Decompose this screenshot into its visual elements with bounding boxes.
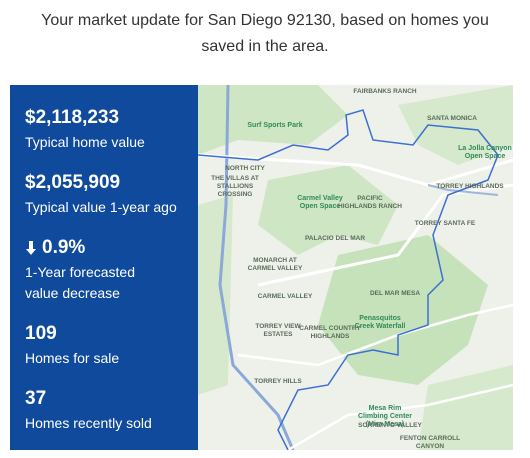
stat: 109 Homes for sale <box>25 321 183 369</box>
stat: 37 Homes recently sold <box>25 386 183 434</box>
intro-text: Your market update for San Diego 92130, … <box>41 12 489 55</box>
map-label: Surf Sports Park <box>247 122 302 129</box>
stat-label: Typical home value <box>25 134 145 150</box>
map-park <box>258 165 398 255</box>
map-labels: Fairbanks Ranch Santa Monica Surf Sports P… <box>211 88 512 450</box>
map-label: Del Mar Mesa <box>370 290 420 297</box>
down-arrow-icon <box>26 241 36 255</box>
stat-label: 1-Year forecasted value decrease <box>25 264 135 301</box>
map-park <box>398 85 513 165</box>
map-park <box>418 365 513 450</box>
map-label: Santa Monica <box>427 115 477 122</box>
map-label: Carmel Country Highlands <box>299 325 361 340</box>
map-park <box>198 85 348 155</box>
stat-value: 109 <box>25 323 57 344</box>
map-highway <box>427 184 499 196</box>
stats-panel: $2,118,233 Typical home value $2,055,909… <box>10 85 198 450</box>
map-label: Carmel Valley <box>258 293 313 300</box>
map-label: La Jolla Canyon Open Space <box>458 145 512 160</box>
map-label: Pacific Highlands Ranch <box>338 195 402 210</box>
map-label: Monarch at Carmel Valley <box>248 257 303 272</box>
stat: $2,055,909 Typical value 1-year ago <box>25 170 183 218</box>
stat: $2,118,233 Typical home value <box>25 105 183 153</box>
stat-value: 37 <box>25 388 47 409</box>
map-label: North City <box>225 165 265 172</box>
stat-value: $2,118,233 <box>25 107 120 128</box>
map-label: Palacio Del Mar <box>305 235 365 242</box>
map-label: Torrey View Estates <box>255 323 301 338</box>
map-label: Torrey Highlands <box>436 183 504 190</box>
map-label: Torrey Santa Fe <box>415 220 476 227</box>
stat-label: Homes for sale <box>25 350 120 366</box>
map-label: Penasquitos Creek Waterfall <box>355 315 406 330</box>
zip-boundary <box>198 109 499 450</box>
map-road <box>198 153 513 187</box>
map-label: Torrey Hills <box>254 378 302 385</box>
stat-value: $2,055,909 <box>25 172 121 193</box>
map-highway <box>218 85 295 450</box>
map-label: Fairbanks Ranch <box>353 88 417 95</box>
stat-value-row: 0.9% <box>25 235 183 261</box>
map-park <box>318 235 488 385</box>
stat-label: Homes recently sold <box>25 415 152 431</box>
stat-value: 0.9% <box>42 237 86 258</box>
stat-label: Typical value 1-year ago <box>25 199 177 215</box>
map-label: Sorrento Valley <box>358 422 422 429</box>
map-label: The Villas at Stallions Crossing <box>211 175 259 198</box>
stat: 0.9% 1-Year forecasted value decrease <box>25 235 183 304</box>
map-park <box>198 195 233 395</box>
map: Fairbanks Ranch Santa Monica Surf Sports P… <box>198 85 513 450</box>
map-label: Fenton Carroll Canyon <box>400 435 460 450</box>
map-label: Mesa Rim Climbing Center (Mira Mesa) <box>358 405 412 428</box>
map-road <box>287 383 513 450</box>
map-label: Carmel Valley Open Space <box>297 195 343 210</box>
